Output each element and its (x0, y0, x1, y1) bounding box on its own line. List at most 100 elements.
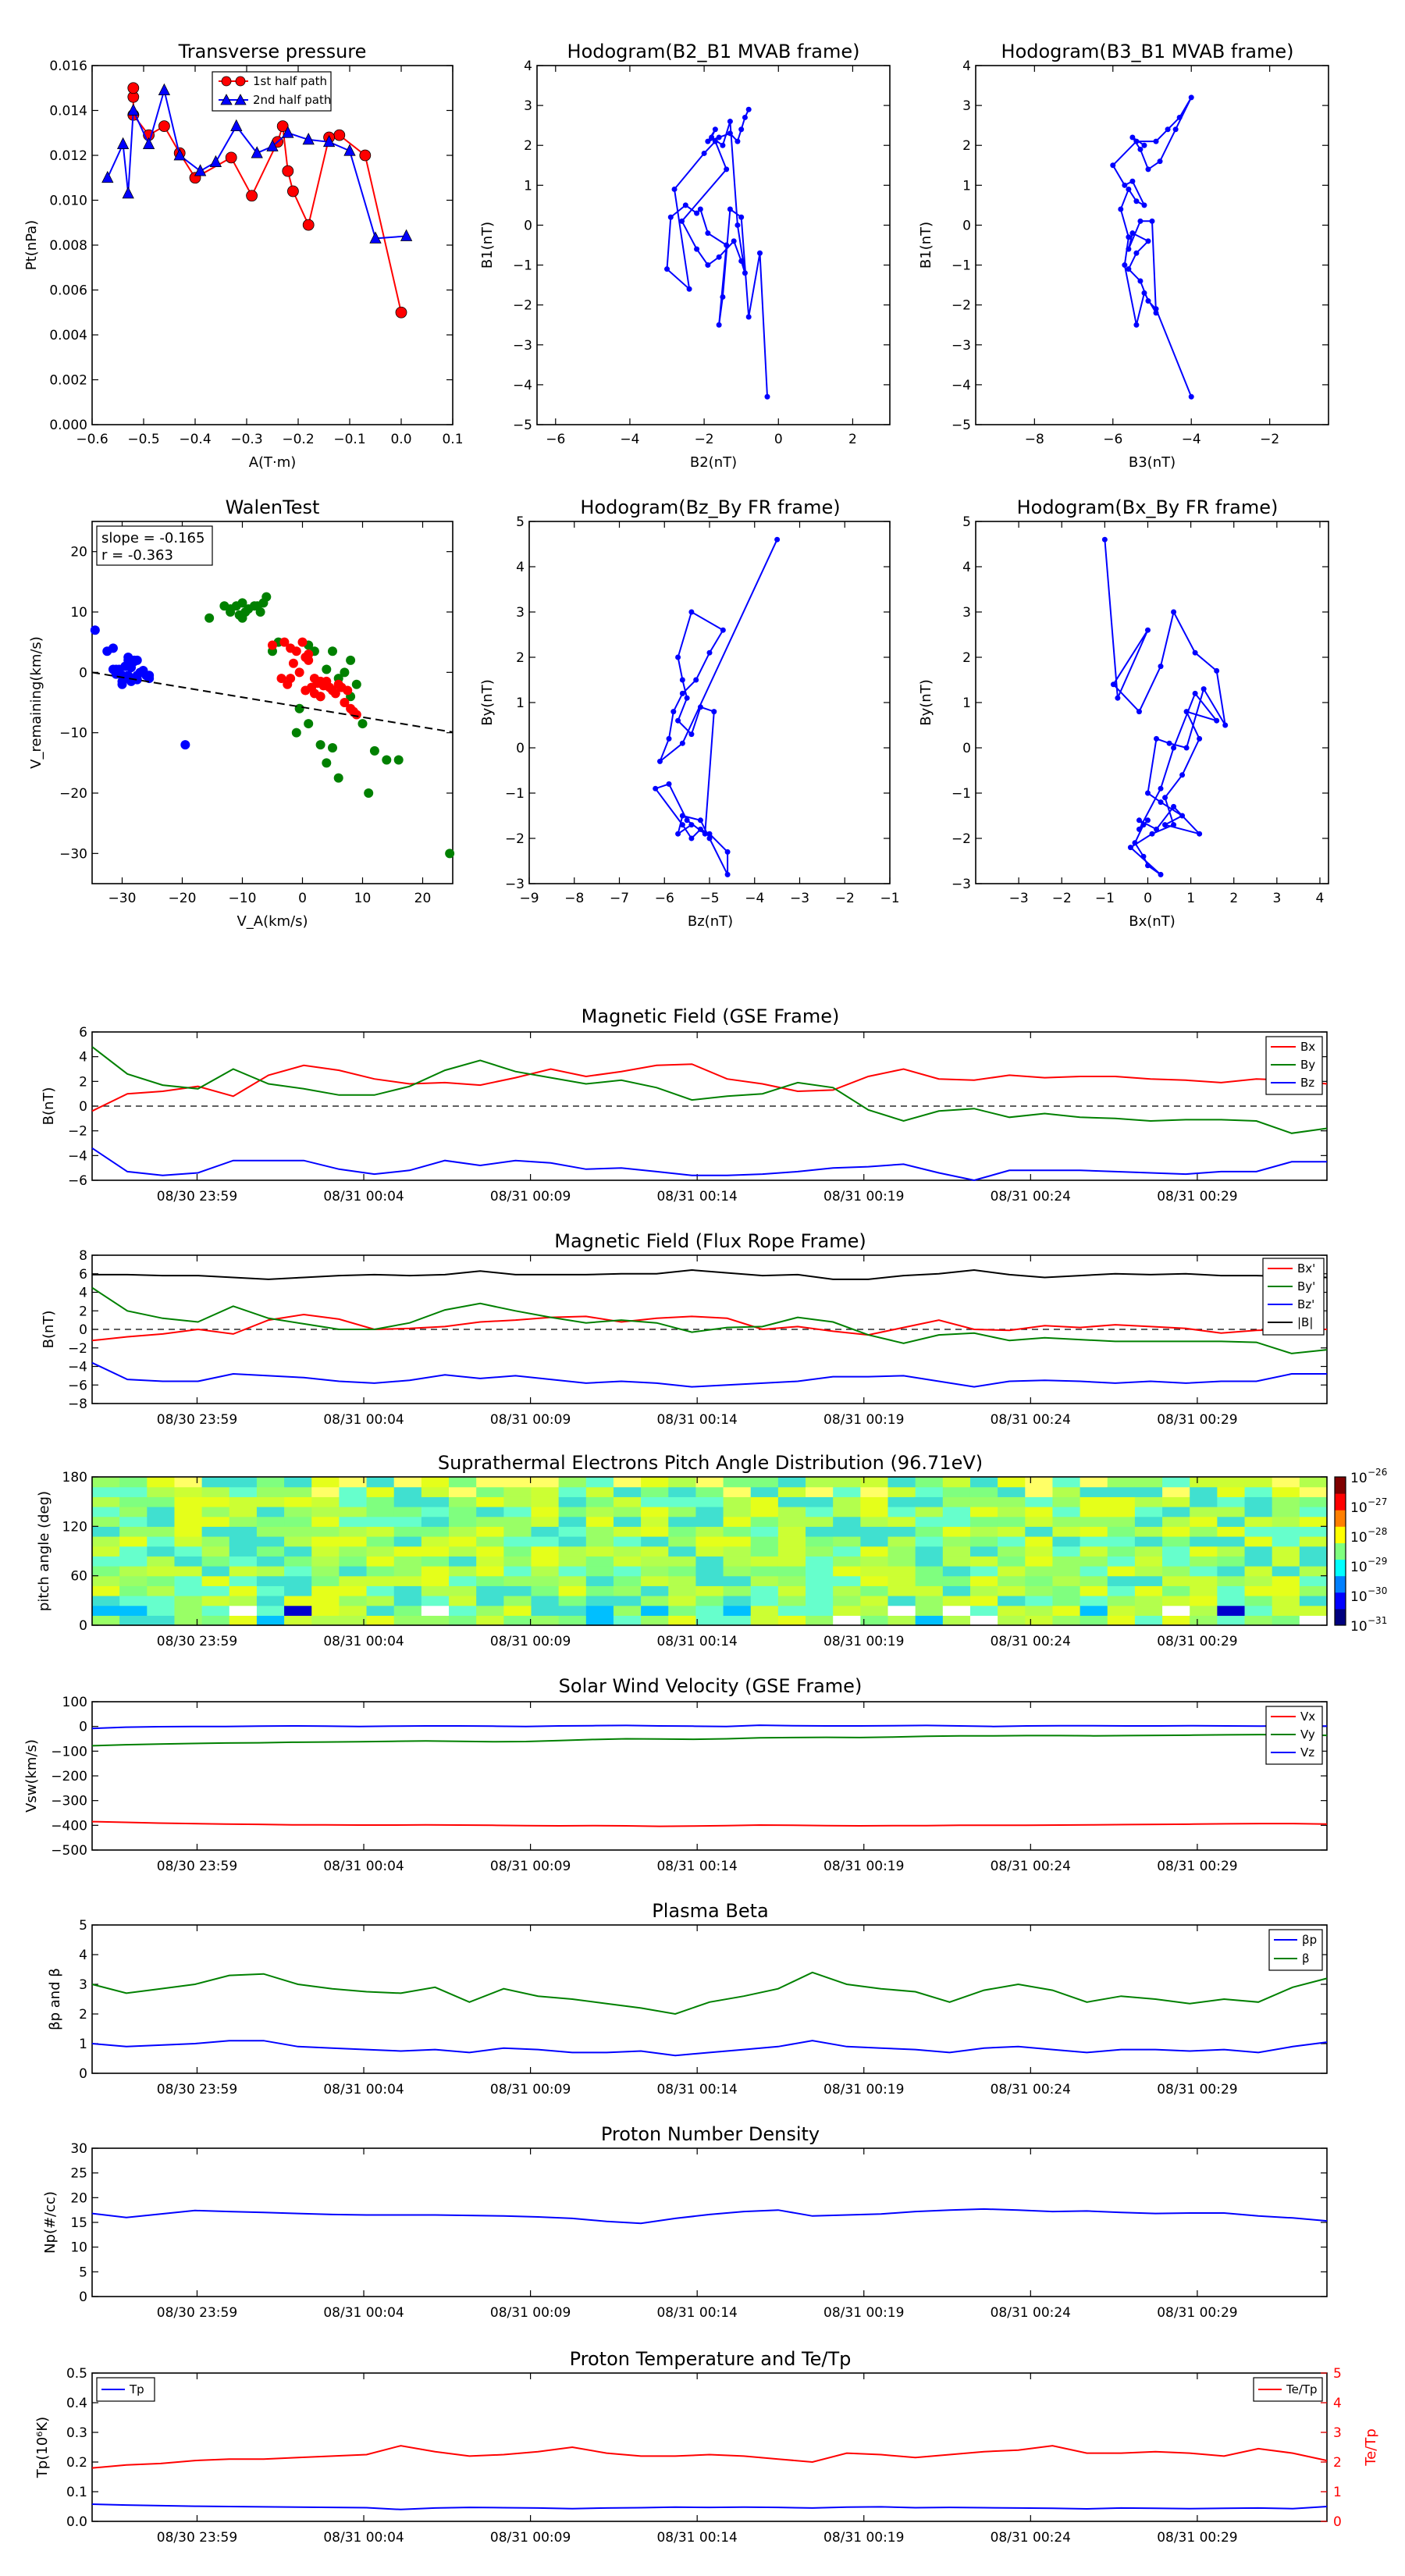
pad-cell (421, 1566, 450, 1577)
pad-cell (777, 1516, 806, 1527)
pad-cell (503, 1496, 532, 1507)
h4-ytick-label: 1 (962, 696, 971, 711)
h4-point (1144, 627, 1151, 633)
pad-cell (1244, 1477, 1273, 1488)
pad-cell (366, 1526, 395, 1537)
plot-area-np: 0 5 10 15 20 25 30 08/30 23:59 08/31 00:04 08/31 … (70, 2141, 1328, 2321)
np-time-label: 08/31 00:24 (991, 2305, 1071, 2321)
pad-cell (311, 1477, 340, 1488)
h3-xtick-label: −6 (655, 891, 674, 906)
pad-cell (449, 1496, 477, 1507)
pad-cell (503, 1566, 532, 1577)
pad-cell (311, 1507, 340, 1517)
pad-cell (1052, 1556, 1081, 1567)
pad-cell (476, 1477, 504, 1488)
mag_fr-time-label: 08/31 00:09 (490, 1412, 571, 1428)
pad-cell (201, 1566, 230, 1577)
pad-cell (750, 1526, 779, 1537)
pad-cell (92, 1615, 120, 1626)
legend-tetp: Te/Tp (1286, 2382, 1318, 2396)
pad-cell (668, 1585, 697, 1596)
walen-point (291, 728, 301, 738)
pad-cell (1025, 1477, 1054, 1488)
pad-cell (641, 1556, 669, 1567)
pad-cell (284, 1486, 312, 1497)
h3-point (684, 817, 690, 824)
h1-point (671, 186, 678, 192)
pad-cell (284, 1575, 312, 1586)
pad-cell (915, 1615, 944, 1626)
pad-cell (887, 1546, 916, 1557)
h4-point (1171, 803, 1177, 809)
pad-cell (1162, 1546, 1190, 1557)
np-ytick-label: 20 (70, 2190, 87, 2206)
pad-cell (969, 1526, 998, 1537)
title-pad: Suprathermal Electrons Pitch Angle Distr… (438, 1452, 983, 1474)
pad-cell (1272, 1496, 1300, 1507)
pad-cell (641, 1516, 669, 1527)
pad-cell (695, 1486, 724, 1497)
pad-cell (311, 1596, 340, 1606)
pad-cell (1080, 1526, 1108, 1537)
pad-cell (229, 1566, 258, 1577)
pad-cell (695, 1546, 724, 1557)
pad-cell (201, 1546, 230, 1557)
pad-cell (806, 1566, 834, 1577)
pad-cell (915, 1585, 944, 1596)
pad-cell (393, 1575, 422, 1586)
pad-cell (147, 1536, 176, 1547)
pad-cell (119, 1507, 148, 1517)
pad-cell (476, 1596, 504, 1606)
legend-bz: Bz (1300, 1076, 1314, 1090)
pad-cell (613, 1575, 642, 1586)
pad-cell (92, 1486, 120, 1497)
h1-point (745, 314, 752, 320)
pad-cell (1190, 1585, 1218, 1596)
h1-point (667, 214, 674, 220)
pad-cell (833, 1536, 861, 1547)
walen-point (237, 613, 247, 623)
h4-point (1140, 822, 1147, 828)
pad-cell (969, 1556, 998, 1567)
pad-cell (449, 1477, 477, 1488)
tp-ytick-label: 0.1 (66, 2485, 87, 2500)
pad-cell (119, 1566, 148, 1577)
pad-cell (695, 1526, 724, 1537)
pad-cell (1107, 1596, 1136, 1606)
pad-cell (92, 1526, 120, 1537)
pad-cell (1244, 1615, 1273, 1626)
walen-point (351, 679, 361, 689)
walen-point (315, 740, 325, 750)
mag_fr-ytick-label: 6 (79, 1267, 87, 1283)
h2-point (1165, 126, 1171, 133)
pad-cell (860, 1507, 889, 1517)
pad-cell (421, 1575, 450, 1586)
vsw-ytick-label: −100 (51, 1744, 87, 1759)
ylabel-mag-fr: B(nT) (41, 1311, 57, 1349)
mag_fr-ytick-label: −8 (68, 1397, 87, 1412)
walen-point (226, 607, 236, 617)
pad-cell (174, 1516, 203, 1527)
pad-cell (174, 1496, 203, 1507)
pad-cell (366, 1566, 395, 1577)
pad-cell (613, 1496, 642, 1507)
h3-xtick-label: −1 (880, 891, 899, 906)
walen-point (288, 658, 298, 668)
beta-ytick-label: 5 (79, 1918, 87, 1934)
pad-cell (1025, 1486, 1054, 1497)
pad-cell (311, 1605, 340, 1616)
vsw-ytick-label: −400 (51, 1818, 87, 1834)
colorbar-segment (1335, 1542, 1346, 1560)
h4-xtick-label: 1 (1186, 891, 1195, 906)
pad-cell (1052, 1546, 1081, 1557)
h3-point (724, 849, 731, 855)
mag_fr-time-label: 08/31 00:14 (656, 1412, 737, 1428)
pad-cell (229, 1546, 258, 1557)
pad-cell (339, 1536, 368, 1547)
pad-cell (366, 1596, 395, 1606)
h1-point (664, 266, 670, 272)
pad-cell (942, 1585, 971, 1596)
pad-cell (1162, 1585, 1190, 1596)
frame-beta (91, 1924, 1328, 2074)
pad-cell (1107, 1496, 1136, 1507)
